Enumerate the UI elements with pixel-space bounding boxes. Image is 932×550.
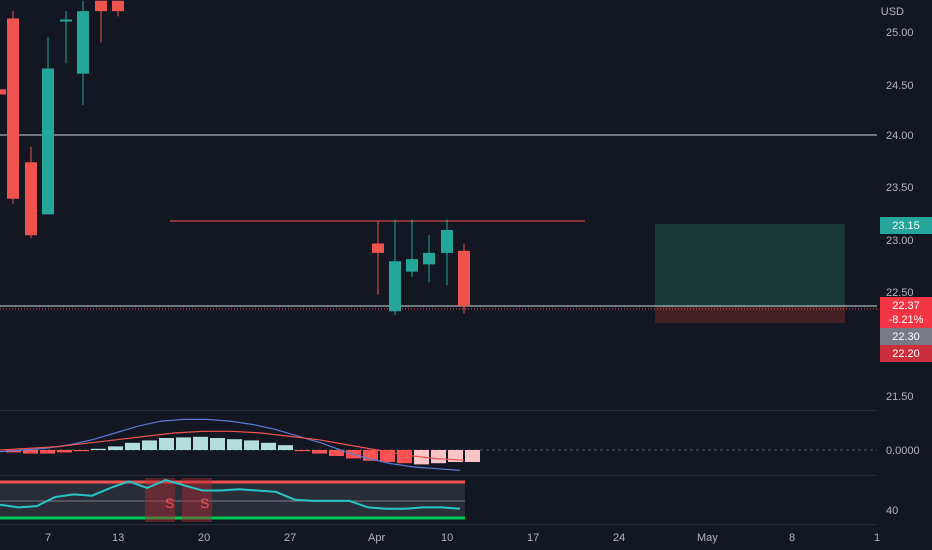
histogram-bar: [431, 450, 446, 464]
price-label-21-5: 21.50: [886, 391, 914, 403]
histogram-bar: [278, 445, 293, 450]
entry-price-tag: 22.30: [880, 328, 932, 345]
currency-label: USD: [880, 6, 904, 18]
candle-body: [458, 250, 470, 307]
histogram-bar: [363, 450, 378, 461]
last-price-tag: 22.37: [880, 297, 932, 314]
signal-highlight-1: [145, 478, 175, 522]
histogram-bar: [261, 442, 276, 450]
candle-body: [406, 259, 418, 272]
candlestick-series[interactable]: [0, 0, 470, 316]
pane-separator-price[interactable]: [0, 410, 877, 411]
time-label-8: 8: [789, 532, 795, 544]
histogram-bar: [159, 438, 174, 450]
rsi-scale-label-40: 40: [886, 505, 898, 517]
oscillator-histogram: [6, 436, 480, 465]
candle-body: [60, 19, 72, 22]
target-price-tag: 23.15: [880, 217, 932, 234]
time-label-17: 17: [527, 532, 539, 544]
candle-body: [389, 261, 401, 312]
oscillator-slow-line: [0, 430, 465, 461]
time-label-7: 7: [45, 532, 51, 544]
candle-body: [77, 11, 89, 74]
change-percent-tag: -8.21%: [880, 311, 932, 328]
histogram-bar: [329, 450, 344, 456]
candle-body: [372, 243, 384, 253]
time-label-10: 10: [441, 532, 453, 544]
histogram-bar: [23, 450, 38, 454]
price-label-24: 24.00: [886, 130, 914, 142]
histogram-bar: [108, 446, 123, 450]
pane-separator-time: [0, 524, 877, 525]
histogram-bar: [125, 442, 140, 450]
position-loss-zone[interactable]: [655, 307, 845, 323]
candle-body: [7, 18, 19, 199]
time-label-1: 1: [874, 532, 880, 544]
price-label-25: 25.00: [886, 27, 914, 39]
time-axis[interactable]: 7 13 20 27 Apr 10 17 24 May 8 1: [45, 532, 880, 544]
signal-label-2: S: [200, 495, 209, 511]
oscillator-signal-line: [0, 418, 461, 471]
candle-body: [95, 0, 107, 12]
time-label-apr: Apr: [368, 532, 385, 544]
price-scale[interactable]: 25.00 24.50 24.00 23.50 23.00 22.50 21.5…: [886, 27, 920, 517]
oscillator-zero-label: 0.0000: [886, 445, 920, 457]
histogram-bar: [40, 450, 55, 454]
pane-separator-oscillator[interactable]: [0, 475, 877, 476]
price-label-23: 23.00: [886, 235, 914, 247]
time-label-24: 24: [613, 532, 625, 544]
candle-body: [423, 252, 435, 265]
candle-body: [0, 89, 6, 95]
position-profit-zone[interactable]: [655, 224, 845, 307]
histogram-bar: [176, 437, 191, 450]
candle-body: [112, 0, 124, 12]
candle-body: [42, 68, 54, 215]
histogram-bar: [142, 440, 157, 450]
rsi-line: [0, 479, 461, 510]
histogram-bar: [193, 436, 208, 450]
signal-label-1: S: [165, 495, 174, 511]
histogram-bar: [244, 440, 259, 450]
histogram-bar: [465, 450, 480, 462]
histogram-bar: [57, 450, 72, 453]
price-label-24-5: 24.50: [886, 80, 914, 92]
histogram-bar: [74, 450, 89, 452]
candle-body: [25, 162, 37, 236]
stop-price-tag: 22.20: [880, 345, 932, 362]
histogram-bar: [397, 450, 412, 464]
rsi-band: [0, 482, 465, 518]
time-label-may: May: [697, 532, 718, 544]
time-label-27: 27: [284, 532, 296, 544]
candle-body: [441, 229, 453, 253]
histogram-bar: [210, 438, 225, 450]
histogram-bar: [295, 450, 310, 452]
time-label-20: 20: [198, 532, 210, 544]
histogram-bar: [91, 448, 106, 450]
price-label-22-5: 22.50: [886, 287, 914, 299]
time-label-13: 13: [112, 532, 124, 544]
histogram-bar: [312, 450, 327, 454]
histogram-bar: [227, 439, 242, 450]
price-label-23-5: 23.50: [886, 182, 914, 194]
